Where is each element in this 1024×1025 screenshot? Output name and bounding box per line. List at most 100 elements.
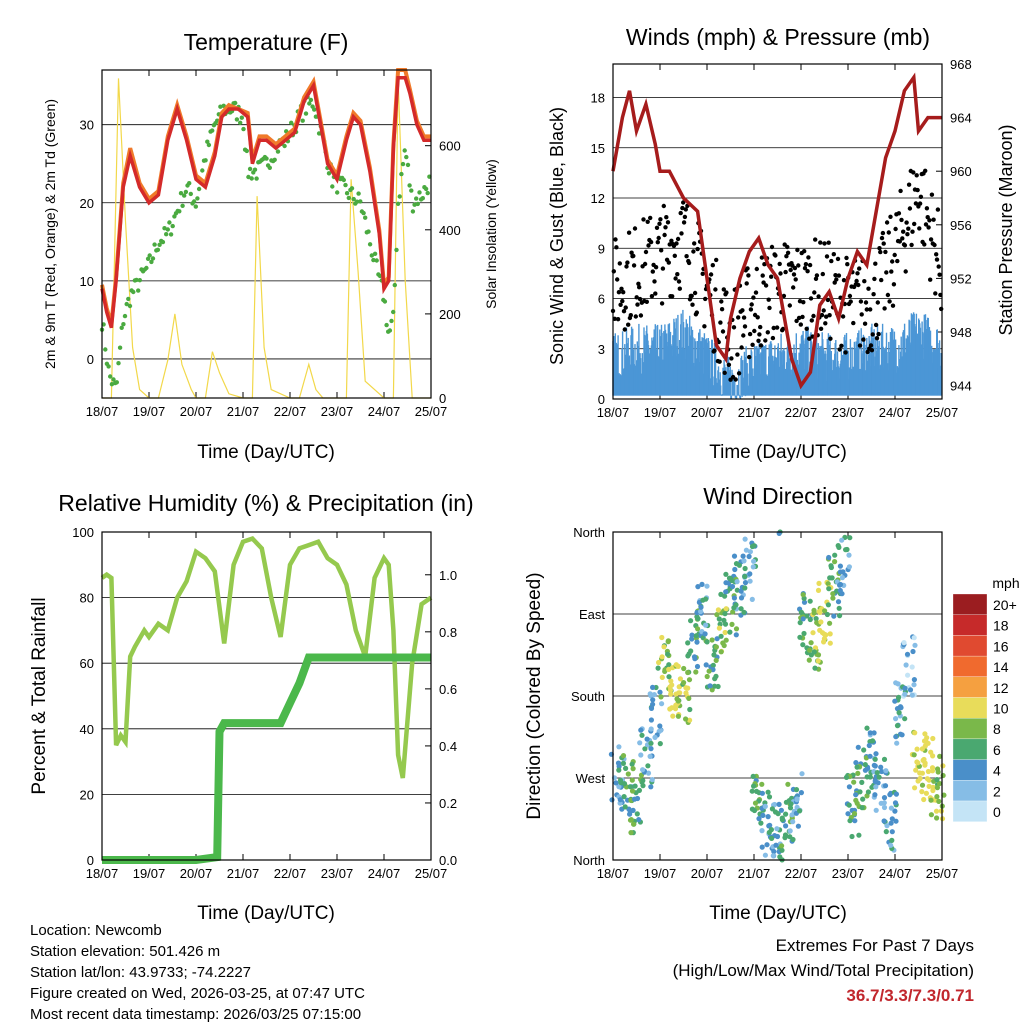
wind-direction-point <box>769 835 775 842</box>
x-tick-label: 23/07 <box>832 866 865 881</box>
wind-direction-point <box>933 808 940 814</box>
wind-direction-point <box>689 636 695 642</box>
wind-direction-point <box>741 609 747 615</box>
wind-direction-ylabel: Direction (Colored By Speed) <box>524 572 545 819</box>
wind-direction-point <box>892 808 898 814</box>
wind-direction-point <box>648 740 654 746</box>
dewpoint-point <box>177 209 182 214</box>
dewpoint-point <box>397 194 402 199</box>
wind-direction-point <box>902 685 908 691</box>
gust-point <box>863 300 869 305</box>
gust-point <box>756 338 761 343</box>
wind-direction-point <box>723 589 729 595</box>
dewpoint-point <box>150 256 156 261</box>
wind-direction-point <box>648 784 654 790</box>
wind-direction-point <box>779 847 785 853</box>
wind-direction-point <box>881 756 888 763</box>
gust-point <box>796 315 802 321</box>
wind-direction-point <box>869 784 875 790</box>
wind-direction-point <box>712 683 718 689</box>
gust-point <box>702 324 707 329</box>
wind-direction-point <box>894 723 901 729</box>
gust-point <box>621 290 626 295</box>
y2-tick-label: 200 <box>439 307 461 322</box>
gust-point <box>906 226 911 231</box>
wind-direction-point <box>771 848 777 855</box>
gust-point <box>907 206 913 211</box>
wind-direction-point <box>889 829 895 835</box>
wind-direction-point <box>831 613 837 619</box>
gust-point <box>652 279 657 284</box>
gust-point <box>615 317 621 322</box>
gust-point <box>755 315 760 320</box>
wind-direction-point <box>830 591 836 597</box>
wind-direction-point <box>777 854 783 860</box>
wind-direction-point <box>686 677 693 683</box>
wind-direction-point <box>733 626 740 632</box>
x-tick-label: 21/07 <box>738 866 771 881</box>
dewpoint-point <box>246 174 251 180</box>
wind-direction-point <box>616 744 622 750</box>
x-tick-label: 24/07 <box>879 866 912 881</box>
gust-point <box>692 290 698 296</box>
x-tick-label: 22/07 <box>785 866 818 881</box>
gust-point <box>824 314 829 319</box>
gust-point <box>615 277 620 282</box>
wind-direction-point <box>824 611 831 618</box>
wind-direction-point <box>872 763 878 769</box>
wind-direction-point <box>714 612 720 618</box>
wind-direction-point <box>881 804 888 811</box>
wind-direction-point <box>835 599 842 605</box>
y2-tick-label: 948 <box>950 325 972 340</box>
gust-point <box>876 331 881 337</box>
wind-direction-point <box>941 792 947 798</box>
gust-point <box>857 266 862 271</box>
wind-direction-point <box>830 595 836 601</box>
y-tick-label: 6 <box>598 292 605 307</box>
wind-direction-point <box>793 787 800 793</box>
colorbar-label: 2 <box>993 783 1001 799</box>
gust-point <box>787 303 792 308</box>
wind-direction-point <box>859 779 865 786</box>
dewpoint-point <box>371 257 376 263</box>
wind-direction-point <box>700 597 706 603</box>
wind-direction-xlabel: Time (Day/UTC) <box>709 903 847 924</box>
wind-direction-point <box>832 552 838 558</box>
wind-direction-point <box>815 658 821 664</box>
wind-direction-point <box>801 599 808 605</box>
wind-direction-point <box>657 741 663 747</box>
x-tick-label: 22/07 <box>274 866 307 881</box>
wind-direction-point <box>812 645 819 651</box>
y2-tick-label: 0.8 <box>439 625 457 640</box>
gust-point <box>878 249 883 255</box>
wind-direction-point <box>894 740 900 746</box>
wind-direction-point <box>827 640 833 646</box>
wind-direction-point <box>867 753 873 759</box>
gust-point <box>910 229 915 234</box>
gust-point <box>747 354 752 360</box>
wind-direction-point <box>922 760 928 766</box>
wind-direction-point <box>934 777 940 783</box>
gust-point <box>670 294 675 299</box>
wind-direction-point <box>625 771 631 777</box>
gust-point <box>913 201 919 206</box>
wind-direction-point <box>665 638 672 644</box>
wind-direction-point <box>666 662 672 668</box>
gust-point <box>744 281 749 286</box>
dewpoint-point <box>157 242 162 247</box>
wind-direction-point <box>930 784 936 791</box>
wind-direction-point <box>808 640 814 646</box>
dewpoint-point <box>409 188 414 193</box>
dewpoint-point <box>356 191 361 196</box>
gust-point <box>934 252 939 257</box>
dewpoint-point <box>152 242 157 247</box>
gust-point <box>796 263 801 268</box>
dewpoint-point <box>366 229 371 234</box>
gust-point <box>667 242 672 247</box>
gust-point <box>879 277 884 283</box>
gust-point <box>631 263 637 268</box>
wind-direction-point <box>609 797 615 803</box>
y-tick-label: 20 <box>80 787 94 802</box>
wind-direction-point <box>768 827 775 833</box>
gust-point <box>791 285 796 290</box>
